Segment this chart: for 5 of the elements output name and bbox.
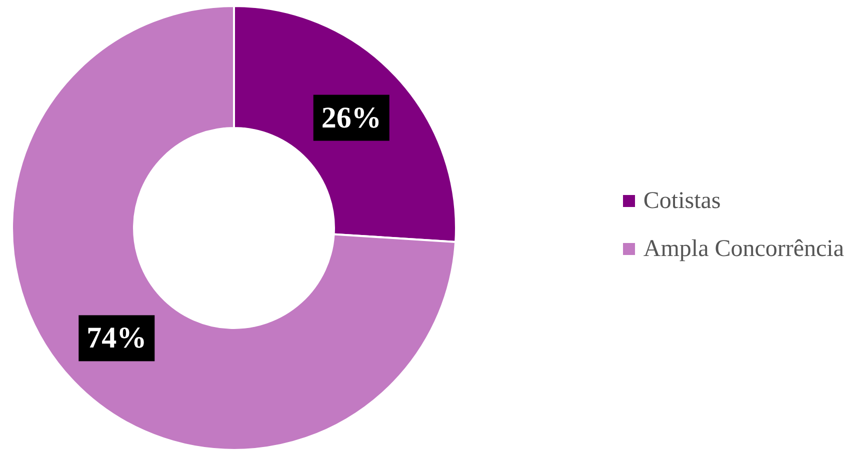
donut-slice (11, 5, 457, 450)
data-label: 26% (321, 101, 382, 134)
legend-label: Ampla Concorrência (643, 235, 844, 264)
legend-label: Cotistas (643, 187, 721, 216)
data-label: 74% (86, 322, 147, 355)
